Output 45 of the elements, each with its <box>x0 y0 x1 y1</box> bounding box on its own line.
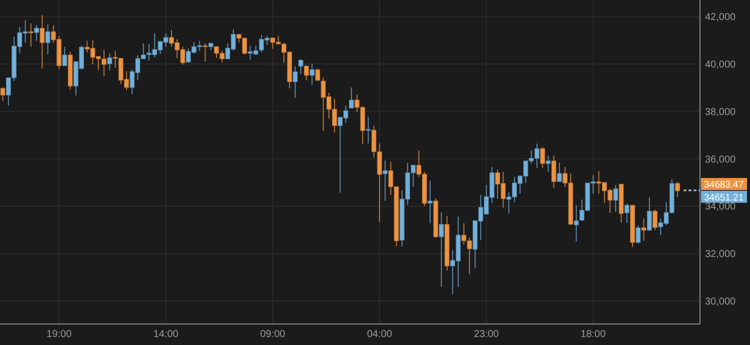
candlestick <box>315 68 320 82</box>
candlestick <box>34 24 39 42</box>
candlestick <box>310 63 314 86</box>
candlestick <box>382 160 388 202</box>
candlestick <box>646 196 652 232</box>
x-tick-label: 18:00 <box>580 329 606 340</box>
candlestick <box>540 146 545 168</box>
x-tick-label: 04:00 <box>367 329 392 340</box>
y-tick-label: 40,000 <box>705 59 736 70</box>
candlestick <box>107 52 112 71</box>
x-tick-label: 09:00 <box>260 329 286 340</box>
y-tick-label: 32,000 <box>705 249 736 260</box>
candlestick <box>304 64 309 81</box>
y-tick-label: 36,000 <box>705 154 736 166</box>
candlestick <box>28 22 34 48</box>
candlestick <box>292 66 298 98</box>
candlestick <box>613 184 618 212</box>
candlestick <box>546 154 551 172</box>
y-tick-label: 42,000 <box>705 12 736 24</box>
candlestick <box>557 162 562 182</box>
candlestick <box>0 86 6 102</box>
candlestick <box>45 24 50 56</box>
y-tick-label: 30,000 <box>705 296 736 308</box>
ref-line-label: 34651.21 <box>704 192 744 204</box>
candlestick <box>366 116 371 144</box>
candlestick <box>428 180 433 224</box>
ref-line-label: 34683.47 <box>704 180 744 191</box>
candlestick <box>624 203 630 224</box>
candlestick <box>62 46 68 66</box>
candlestick <box>636 224 641 244</box>
candlestick <box>40 14 45 69</box>
candlestick <box>675 181 680 198</box>
candlestick <box>641 218 646 242</box>
y-tick-label: 34,000 <box>705 202 736 213</box>
x-tick-label: 19:00 <box>46 329 72 340</box>
y-tick-label: 38,000 <box>705 106 736 118</box>
candlestick <box>551 154 556 188</box>
candlestick <box>348 86 354 109</box>
candlestick <box>438 212 444 288</box>
candlestick <box>202 42 208 62</box>
x-tick-label: 14:00 <box>153 329 179 340</box>
candlestick <box>298 58 304 75</box>
candlestick <box>652 209 658 231</box>
x-tick-label: 23:00 <box>474 329 500 340</box>
candlestick <box>574 204 579 242</box>
